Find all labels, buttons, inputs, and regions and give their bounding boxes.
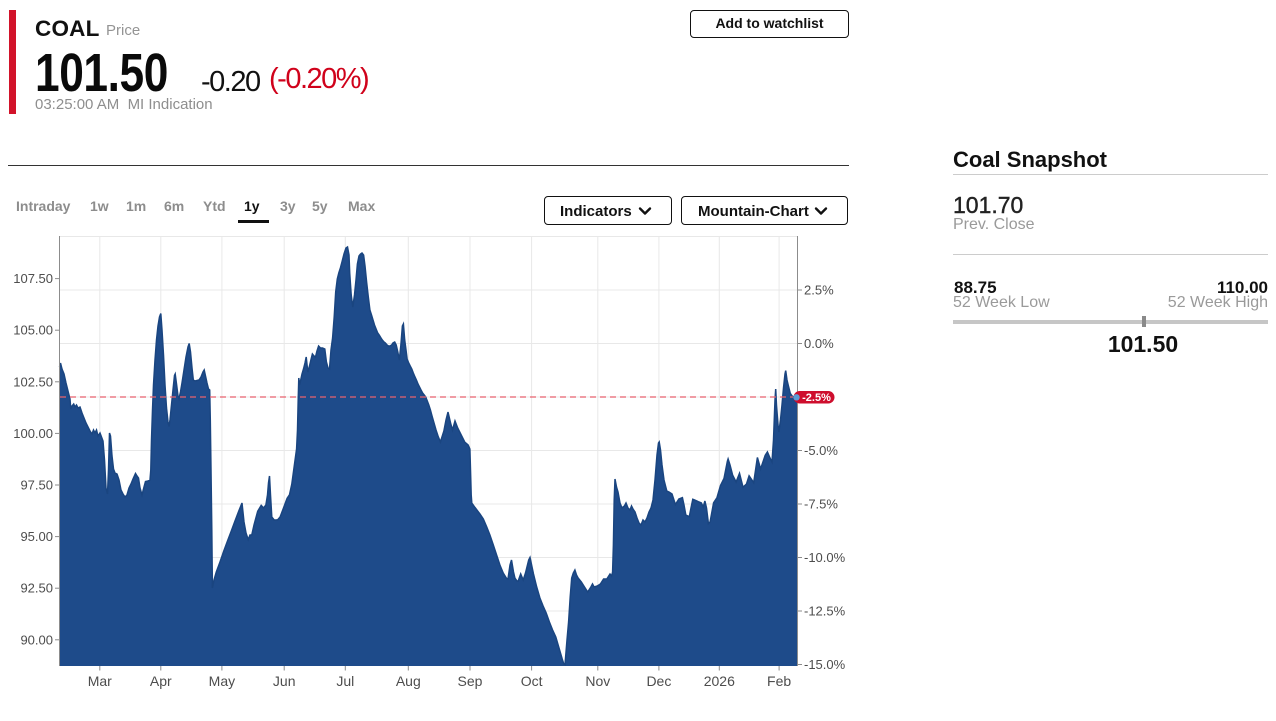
svg-text:Dec: Dec [646, 673, 671, 689]
svg-text:Aug: Aug [396, 673, 421, 689]
svg-text:97.50: 97.50 [20, 478, 53, 493]
svg-text:2.5%: 2.5% [804, 283, 834, 298]
svg-text:Oct: Oct [521, 673, 543, 689]
svg-text:May: May [209, 673, 235, 689]
svg-text:100.00: 100.00 [13, 426, 53, 441]
svg-text:Apr: Apr [150, 673, 172, 689]
svg-text:-10.0%: -10.0% [804, 550, 846, 565]
svg-text:Mar: Mar [88, 673, 112, 689]
svg-text:107.50: 107.50 [13, 271, 53, 286]
svg-text:102.50: 102.50 [13, 374, 53, 389]
svg-text:105.00: 105.00 [13, 323, 53, 338]
svg-text:95.00: 95.00 [20, 529, 53, 544]
svg-text:Sep: Sep [458, 673, 483, 689]
svg-text:-15.0%: -15.0% [804, 657, 846, 672]
svg-text:0.0%: 0.0% [804, 336, 834, 351]
svg-text:Feb: Feb [767, 673, 791, 689]
svg-text:92.50: 92.50 [20, 581, 53, 596]
svg-text:90.00: 90.00 [20, 632, 53, 647]
svg-text:-2.5%: -2.5% [802, 392, 831, 404]
svg-text:-5.0%: -5.0% [804, 443, 838, 458]
svg-text:Nov: Nov [585, 673, 610, 689]
svg-text:Jun: Jun [273, 673, 296, 689]
svg-text:2026: 2026 [704, 673, 735, 689]
svg-text:-7.5%: -7.5% [804, 497, 838, 512]
svg-text:-12.5%: -12.5% [804, 604, 846, 619]
svg-text:Jul: Jul [336, 673, 354, 689]
